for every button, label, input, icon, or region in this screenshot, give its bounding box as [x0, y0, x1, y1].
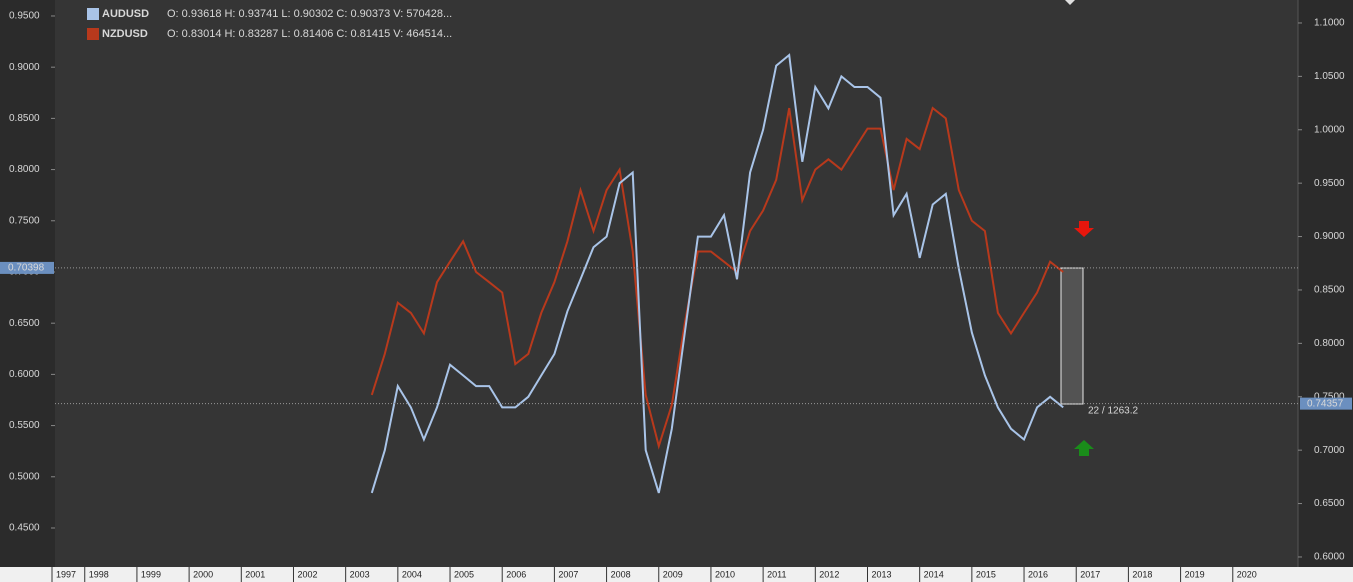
x-tick-label: 2019: [1185, 569, 1205, 579]
range-box: [1060, 267, 1084, 405]
x-tick-label: 2008: [611, 569, 631, 579]
x-tick-label: 2004: [402, 569, 422, 579]
x-tick-label: 2010: [715, 569, 735, 579]
legend-swatch: [87, 8, 99, 20]
legend-info: O: 0.93618 H: 0.93741 L: 0.90302 C: 0.90…: [167, 8, 452, 20]
x-tick-label: 2016: [1028, 569, 1048, 579]
y-tick-label: 0.7500: [9, 215, 40, 226]
x-tick-label: 2002: [297, 569, 317, 579]
y-tick-label: 0.8500: [9, 113, 40, 124]
y-tick-label: 0.4500: [9, 523, 40, 534]
price-tag-label: 0.74357: [1307, 398, 1344, 409]
legend-name: AUDUSD: [102, 8, 149, 20]
x-tick-label: 2012: [819, 569, 839, 579]
y2-tick-label: 0.9500: [1314, 178, 1345, 189]
x-tick-label: 2015: [976, 569, 996, 579]
x-tick-label: 2020: [1237, 569, 1257, 579]
series-line: [370, 53, 1064, 494]
price-tag-label: 0.70398: [8, 263, 45, 274]
x-tick-label: 1997: [56, 569, 76, 579]
x-tick-label: 2006: [506, 569, 526, 579]
y2-tick-label: 0.8500: [1314, 285, 1345, 296]
legend-info: O: 0.83014 H: 0.83287 L: 0.81406 C: 0.81…: [167, 28, 452, 40]
y-tick-label: 0.5000: [9, 471, 40, 482]
annotation: 22 / 1263.2: [1088, 406, 1138, 417]
y2-tick-label: 0.7500: [1314, 391, 1345, 402]
y2-tick-label: 0.6000: [1314, 552, 1345, 563]
price-tag: [1300, 397, 1352, 410]
y2-tick-label: 1.0000: [1314, 124, 1345, 135]
legend-swatch: [87, 28, 99, 40]
y2-tick-label: 0.6500: [1314, 498, 1345, 509]
x-tick-label: 2009: [663, 569, 683, 579]
legend: AUDUSD O: 0.93618 H: 0.93741 L: 0.90302 C…: [87, 8, 452, 40]
y2-tick-label: 1.1000: [1314, 18, 1345, 29]
down-arrow: [1074, 221, 1094, 237]
x-tick-label: 2003: [350, 569, 370, 579]
y-tick-label: 0.6000: [9, 369, 40, 380]
x-tick-label: 1999: [141, 569, 161, 579]
y-tick-label: 0.5500: [9, 420, 40, 431]
x-tick-label: 1998: [89, 569, 109, 579]
y2-tick-label: 1.0500: [1314, 71, 1345, 82]
x-tick-label: 2017: [1080, 569, 1100, 579]
y-tick-label: 0.8000: [9, 164, 40, 175]
x-tick-label: 2005: [454, 569, 474, 579]
x-tick-label: 2011: [767, 569, 786, 579]
x-tick-label: 2000: [193, 569, 213, 579]
x-axis-band: [0, 567, 1353, 582]
y-tick-label: 0.9000: [9, 62, 40, 73]
legend-name: NZDUSD: [102, 28, 148, 40]
x-tick-label: 2007: [558, 569, 578, 579]
x-tick-label: 2013: [871, 569, 891, 579]
x-tick-label: 2014: [924, 569, 944, 579]
plot-area: [55, 0, 1298, 567]
x-tick-label: 2001: [245, 569, 265, 579]
y2-tick-label: 0.7000: [1314, 445, 1345, 456]
up-arrow: [1074, 440, 1094, 456]
series-line: [370, 106, 1064, 450]
y2-tick-label: 0.8000: [1314, 338, 1345, 349]
x-tick-label: 2018: [1132, 569, 1152, 579]
y-tick-label: 0.9500: [9, 11, 40, 22]
y-tick-label: 0.6500: [9, 318, 40, 329]
price-tag: [0, 261, 54, 274]
marker-triangle: [1065, 0, 1075, 5]
y2-tick-label: 0.9000: [1314, 231, 1345, 242]
